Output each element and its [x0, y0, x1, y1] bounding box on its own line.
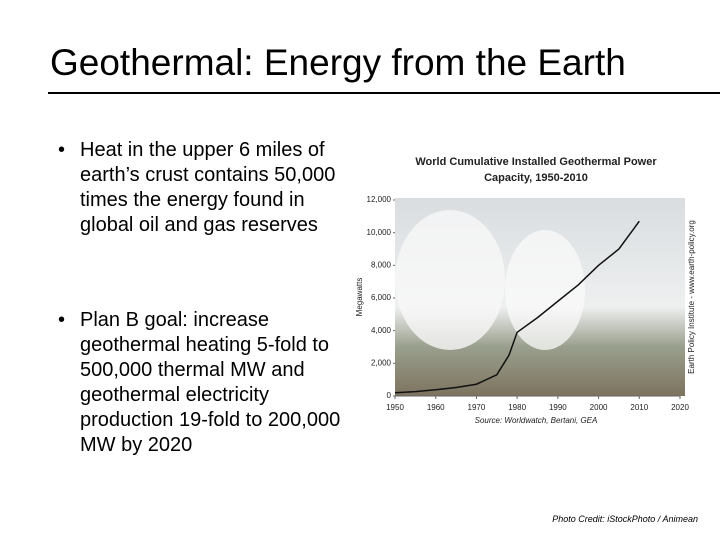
y-tick-label: 10,000 [367, 228, 392, 237]
side-note: Earth Policy Institute - www.earth-polic… [687, 220, 696, 374]
bullet: Plan B goal: increase geothermal heating… [58, 308, 345, 458]
title-rule [48, 92, 720, 94]
photo-credit: Photo Credit: iStockPhoto / Animean [552, 514, 698, 524]
y-tick-label: 6,000 [371, 293, 392, 302]
slide-title: Geothermal: Energy from the Earth [50, 42, 626, 83]
steam [395, 210, 505, 350]
y-tick-label: 2,000 [371, 358, 392, 367]
x-tick-label: 1980 [508, 403, 526, 412]
y-tick-label: 8,000 [371, 260, 392, 269]
source: Source: Worldwatch, Bertani, GEA [475, 416, 598, 425]
x-tick-label: 2020 [671, 403, 689, 412]
x-tick-label: 2000 [590, 403, 608, 412]
x-tick-label: 1950 [386, 403, 404, 412]
chart-title: World Cumulative Installed Geothermal Po… [415, 156, 657, 184]
steam [505, 230, 585, 350]
x-tick-label: 2010 [630, 403, 648, 412]
x-tick-label: 1970 [468, 403, 486, 412]
x-tick-label: 1990 [549, 403, 567, 412]
data-line [394, 220, 640, 394]
y-axis-label: Megawatts [355, 278, 364, 317]
bullet: Heat in the upper 6 miles of earth’s cru… [58, 138, 345, 238]
chart: World Cumulative Installed Geothermal Po… [355, 156, 696, 425]
y-tick-label: 0 [387, 391, 392, 400]
x-tick-label: 1960 [427, 403, 445, 412]
y-tick-label: 4,000 [371, 326, 392, 335]
y-tick-label: 12,000 [367, 195, 392, 204]
